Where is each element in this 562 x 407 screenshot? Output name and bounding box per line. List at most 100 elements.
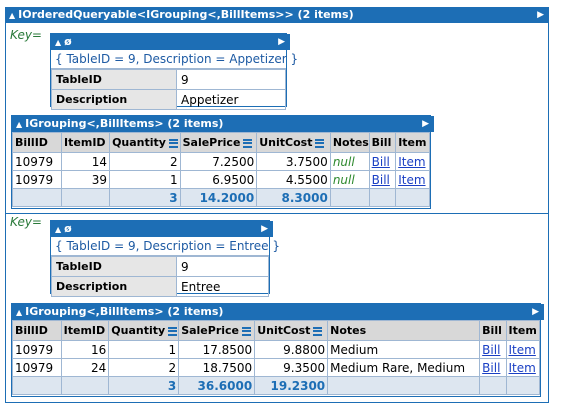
cell-item-link[interactable]: Item (395, 152, 430, 171)
total-quantity: 3 (108, 376, 180, 395)
cell-quantity: 1 (109, 170, 181, 189)
total-empty (11, 188, 63, 207)
cell-saleprice: 6.9500 (179, 170, 258, 189)
results-header[interactable]: ▲ IOrderedQueryable<IGrouping<,BillItems>… (5, 7, 549, 23)
collapse-icon[interactable]: ▲ (16, 308, 23, 317)
expand-right-icon[interactable]: ▶ (278, 37, 285, 47)
grouping-header[interactable]: ▲ IGrouping<,BillItems> (2 items) ▶ (12, 116, 434, 132)
cell-unitcost: 9.3500 (254, 358, 329, 377)
table-header-row: BillID ItemID Quantity SalePrice UnitCos… (12, 320, 541, 341)
collapse-icon[interactable]: ▲ (9, 11, 16, 20)
cell-bill-link[interactable]: Bill (479, 340, 507, 359)
column-header-item[interactable]: Item (505, 320, 541, 341)
total-empty (329, 188, 370, 207)
total-unitcost: 8.3000 (256, 188, 331, 207)
expand-right-icon[interactable]: ▶ (532, 307, 539, 317)
cell-bill-link[interactable]: Bill (479, 358, 507, 377)
column-header-unitcost[interactable]: UnitCost (254, 320, 329, 341)
key-object-header[interactable]: ▲ ø ▶ (51, 221, 273, 237)
sum-column-icon[interactable] (242, 326, 252, 336)
table-row: 10979 14 2 7.2500 3.7500 null Bill Item (11, 152, 430, 171)
column-label: UnitCost (259, 136, 313, 149)
property-label: TableID (51, 256, 177, 277)
property-label: TableID (51, 69, 177, 90)
total-empty (327, 376, 481, 395)
key-row: TableID 9 (51, 69, 286, 90)
expand-right-icon[interactable]: ▶ (261, 224, 268, 234)
sum-column-icon[interactable] (168, 326, 178, 336)
column-header-itemid[interactable]: ItemID (61, 132, 111, 153)
cell-bill-link[interactable]: Bill (368, 152, 397, 171)
expand-right-icon[interactable]: ▶ (422, 119, 429, 129)
column-label: Quantity (111, 324, 166, 337)
totals-row: 3 14.2000 8.3000 (11, 188, 430, 207)
column-header-unitcost[interactable]: UnitCost (256, 132, 331, 153)
column-header-saleprice[interactable]: SalePrice (179, 132, 258, 153)
column-header-saleprice[interactable]: SalePrice (178, 320, 256, 341)
column-label: SalePrice (182, 136, 241, 149)
sum-column-icon[interactable] (315, 138, 325, 148)
expand-right-icon[interactable]: ▶ (537, 10, 544, 20)
item-link[interactable]: Item (398, 172, 426, 187)
item-link[interactable]: Item (508, 360, 536, 375)
total-empty (505, 376, 541, 395)
total-empty (12, 376, 62, 395)
bill-link[interactable]: Bill (482, 360, 501, 375)
cell-bill-link[interactable]: Bill (368, 170, 397, 189)
key-row: Description Appetizer (51, 89, 286, 110)
cell-itemid: 24 (60, 358, 110, 377)
column-header-itemid[interactable]: ItemID (60, 320, 110, 341)
column-header-billid[interactable]: BillID (11, 132, 63, 153)
item-link[interactable]: Item (398, 154, 426, 169)
cell-notes-null: null (329, 152, 370, 171)
key-properties: TableID 9 Description Appetizer (51, 69, 286, 110)
cell-notes-null: null (329, 170, 370, 189)
total-saleprice: 14.2000 (179, 188, 258, 207)
table-row: 10979 39 1 6.9500 4.5500 null Bill Item (11, 170, 430, 189)
sum-column-icon[interactable] (168, 138, 178, 148)
key-row: Description Entree (51, 276, 269, 297)
cell-item-link[interactable]: Item (505, 340, 541, 359)
column-header-notes[interactable]: Notes (327, 320, 481, 341)
grouping-title: IGrouping<,BillItems> (2 items) (25, 117, 224, 130)
key-summary: { TableID = 9, Description = Appetizer } (51, 50, 298, 69)
cell-saleprice: 7.2500 (179, 152, 258, 171)
cell-itemid: 16 (60, 340, 110, 359)
sum-column-icon[interactable] (313, 326, 323, 336)
sum-column-icon[interactable] (243, 138, 253, 148)
bill-link[interactable]: Bill (371, 154, 390, 169)
grouping-title: IGrouping<,BillItems> (2 items) (25, 305, 224, 318)
total-empty (395, 188, 430, 207)
cell-quantity: 2 (109, 152, 181, 171)
cell-unitcost: 9.8800 (254, 340, 329, 359)
cell-unitcost: 3.7500 (256, 152, 331, 171)
column-header-quantity[interactable]: Quantity (108, 320, 180, 341)
bill-link[interactable]: Bill (371, 172, 390, 187)
property-label: Description (51, 89, 177, 110)
collapse-icon[interactable]: ▲ (55, 225, 62, 234)
bill-link[interactable]: Bill (482, 342, 501, 357)
cell-notes: Medium Rare, Medium (327, 358, 481, 377)
grouping-header[interactable]: ▲ IGrouping<,BillItems> (2 items) ▶ (12, 304, 544, 320)
column-header-notes[interactable]: Notes (329, 132, 370, 153)
key-object-title: ø (64, 222, 72, 235)
column-header-bill[interactable]: Bill (368, 132, 397, 153)
property-value: 9 (176, 256, 269, 277)
collapse-icon[interactable]: ▲ (16, 120, 23, 129)
column-header-bill[interactable]: Bill (479, 320, 507, 341)
item-link[interactable]: Item (508, 342, 536, 357)
column-header-item[interactable]: Item (395, 132, 430, 153)
key-object-header[interactable]: ▲ ø ▶ (51, 34, 290, 50)
table-row: 10979 16 1 17.8500 9.8800 Medium Bill It… (12, 340, 541, 359)
column-header-quantity[interactable]: Quantity (109, 132, 181, 153)
collapse-icon[interactable]: ▲ (55, 38, 62, 47)
totals-row: 3 36.6000 19.2300 (12, 376, 541, 395)
total-empty (60, 376, 110, 395)
total-saleprice: 36.6000 (178, 376, 256, 395)
cell-item-link[interactable]: Item (505, 358, 541, 377)
cell-quantity: 2 (108, 358, 180, 377)
column-header-billid[interactable]: BillID (12, 320, 62, 341)
cell-item-link[interactable]: Item (395, 170, 430, 189)
cell-quantity: 1 (108, 340, 180, 359)
total-unitcost: 19.2300 (254, 376, 329, 395)
